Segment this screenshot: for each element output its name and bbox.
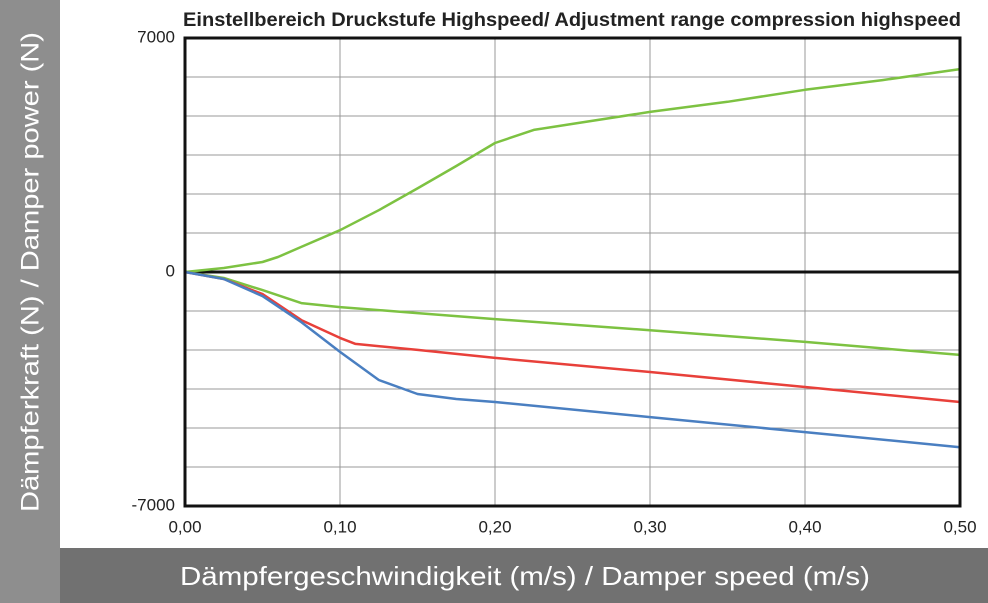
x-tick-label: 0,50 xyxy=(943,517,976,536)
plot-frame xyxy=(183,36,962,508)
x-tick-label: 0,10 xyxy=(323,517,356,536)
y-tick-label: 0 xyxy=(166,261,175,280)
data-line xyxy=(184,270,961,449)
x-tick-label: 0,00 xyxy=(168,517,201,536)
x-tick-label: 0,40 xyxy=(788,517,821,536)
y-tick-label: -7000 xyxy=(132,495,175,514)
y-axis-label: Dämpferkraft (N) / Damper power (N) xyxy=(17,32,45,512)
x-axis-label: Dämpfergeschwindigkeit (m/s) / Damper sp… xyxy=(180,561,870,591)
x-tick-label: 0,30 xyxy=(633,517,666,536)
x-tick-label: 0,20 xyxy=(478,517,511,536)
y-tick-label: 7000 xyxy=(137,27,175,46)
chart-title: Einstellbereich Druckstufe Highspeed/ Ad… xyxy=(183,10,961,31)
x-label-band xyxy=(60,548,988,603)
data-line xyxy=(184,67,961,274)
y-label-band xyxy=(0,0,60,603)
data-line xyxy=(184,270,961,357)
data-line xyxy=(184,270,961,404)
